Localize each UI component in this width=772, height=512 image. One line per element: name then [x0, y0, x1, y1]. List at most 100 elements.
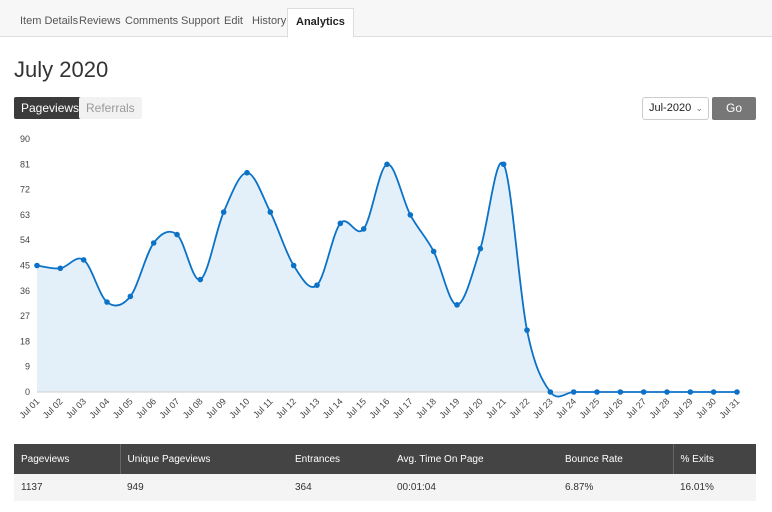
data-point	[524, 327, 530, 333]
y-tick-label: 81	[20, 159, 30, 169]
data-point	[477, 245, 484, 252]
data-point	[454, 302, 460, 308]
x-tick-label: Jul 09	[204, 396, 228, 420]
x-tick-label: Jul 07	[157, 396, 181, 420]
x-tick-label: Jul 12	[274, 396, 298, 420]
data-point	[710, 389, 717, 395]
value-pageviews: 1137	[14, 474, 120, 501]
data-point	[150, 240, 157, 246]
month-select[interactable]: Jul-2020 ⌄	[642, 97, 709, 120]
tab-reviews[interactable]: Reviews	[79, 15, 121, 27]
x-tick-label: Jul 26	[601, 396, 625, 420]
data-point	[197, 276, 204, 283]
month-select-value: Jul-2020	[649, 102, 692, 114]
stats-table: Pageviews Unique Pageviews Entrances Avg…	[14, 444, 756, 501]
data-point	[617, 389, 624, 395]
x-tick-label: Jul 20	[461, 396, 485, 420]
data-point	[57, 265, 64, 272]
data-point	[104, 299, 110, 305]
data-point	[500, 161, 507, 168]
data-point	[570, 389, 577, 395]
value-avg-time: 00:01:04	[390, 474, 558, 501]
data-point	[430, 248, 437, 255]
y-tick-label: 45	[20, 261, 30, 271]
value-unique-pageviews: 949	[120, 474, 288, 501]
x-tick-label: Jul 25	[577, 396, 601, 420]
y-tick-label: 9	[25, 362, 30, 372]
data-point	[244, 169, 250, 176]
referrals-toggle[interactable]: Referrals	[79, 97, 142, 119]
x-tick-label: Jul 23	[531, 396, 555, 420]
x-tick-label: Jul 06	[134, 396, 158, 420]
y-tick-label: 18	[20, 336, 30, 346]
tab-analytics[interactable]: Analytics	[287, 8, 354, 38]
y-tick-label: 54	[20, 235, 30, 245]
series-line	[36, 161, 737, 398]
x-tick-label: Jul 22	[507, 396, 531, 420]
data-point	[267, 209, 274, 215]
tab-item-details[interactable]: Item Details	[20, 15, 79, 27]
data-point	[174, 231, 180, 238]
x-tick-label: Jul 04	[87, 396, 111, 420]
tab-bar: Item Details Reviews Comments Support Ed…	[0, 0, 772, 38]
x-tick-label: Jul 05	[111, 396, 135, 420]
header-avg-time: Avg. Time On Page	[390, 444, 558, 474]
x-tick-label: Jul 31	[717, 396, 741, 420]
y-tick-label: 63	[20, 210, 30, 220]
data-point	[664, 389, 670, 395]
x-tick-label: Jul 21	[484, 396, 508, 420]
x-tick-label: Jul 16	[367, 396, 391, 420]
y-tick-label: 27	[20, 311, 30, 321]
data-point	[407, 212, 414, 218]
x-tick-label: Jul 18	[414, 396, 438, 420]
tab-edit[interactable]: Edit	[224, 15, 243, 27]
y-tick-label: 0	[25, 387, 30, 397]
data-point	[127, 293, 134, 300]
x-tick-label: Jul 02	[41, 396, 65, 420]
data-point	[80, 257, 87, 263]
x-tick-label: Jul 03	[64, 396, 88, 420]
data-point	[220, 209, 227, 215]
data-point	[290, 262, 297, 269]
value-exits: 16.01%	[673, 474, 756, 501]
x-tick-label: Jul 30	[694, 396, 718, 420]
stats-header-row: Pageviews Unique Pageviews Entrances Avg…	[14, 444, 756, 474]
x-tick-label: Jul 08	[181, 396, 205, 420]
x-tick-label: Jul 17	[391, 396, 415, 420]
stats-row: 1137 949 364 00:01:04 6.87% 16.01%	[14, 474, 756, 501]
data-point	[34, 262, 40, 269]
header-exits: % Exits	[672, 444, 756, 474]
x-tick-label: Jul 11	[251, 396, 275, 420]
tab-history[interactable]: History	[252, 15, 287, 27]
x-tick-label: Jul 19	[437, 396, 461, 420]
tab-comments[interactable]: Comments	[125, 15, 179, 27]
data-point	[314, 282, 320, 288]
data-point	[640, 389, 647, 395]
data-point	[687, 389, 694, 395]
data-point	[384, 161, 390, 168]
header-bounce-rate: Bounce Rate	[558, 444, 673, 474]
pageviews-toggle[interactable]: Pageviews	[14, 97, 87, 119]
x-tick-label: Jul 01	[17, 396, 41, 420]
y-tick-label: 72	[20, 185, 30, 195]
x-tick-label: Jul 29	[671, 396, 695, 420]
x-tick-label: Jul 28	[647, 396, 671, 420]
page-title: July 2020	[14, 57, 109, 82]
data-point	[594, 389, 600, 395]
header-unique-pageviews: Unique Pageviews	[119, 444, 288, 474]
data-point	[547, 389, 554, 395]
x-tick-label: Jul 10	[227, 396, 251, 420]
x-tick-label: Jul 15	[344, 396, 368, 420]
x-tick-label: Jul 27	[624, 396, 648, 420]
value-entrances: 364	[288, 474, 390, 501]
header-pageviews: Pageviews	[14, 444, 120, 474]
y-tick-label: 90	[20, 134, 30, 144]
x-tick-label: Jul 24	[554, 396, 578, 420]
go-button[interactable]: Go	[712, 97, 756, 120]
data-point	[734, 389, 740, 395]
tab-support[interactable]: Support	[181, 15, 220, 27]
x-tick-label: Jul 14	[321, 396, 345, 420]
data-point	[360, 226, 367, 232]
y-tick-label: 36	[20, 286, 30, 296]
